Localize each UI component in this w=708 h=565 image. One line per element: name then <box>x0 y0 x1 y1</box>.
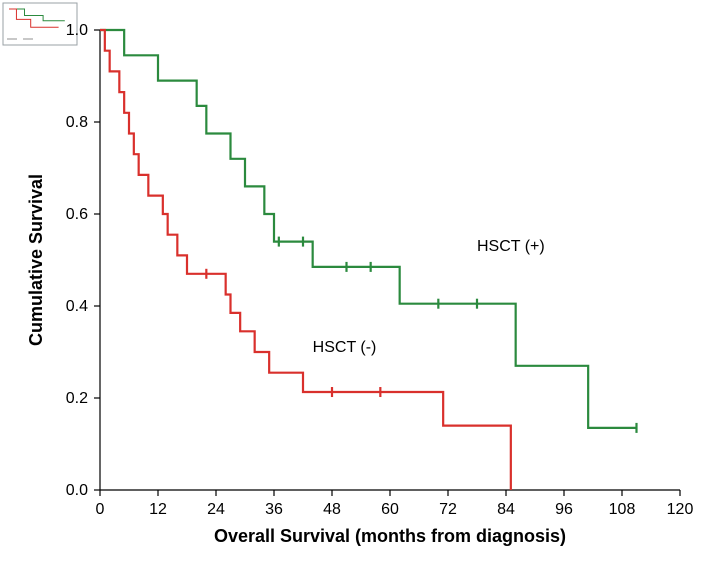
x-tick-label: 120 <box>667 501 694 518</box>
y-tick-label: 0.8 <box>66 114 88 131</box>
y-tick-label: 1.0 <box>66 22 88 39</box>
x-tick-label: 84 <box>497 501 515 518</box>
x-tick-label: 60 <box>381 501 399 518</box>
y-tick-label: 0.4 <box>66 298 88 315</box>
series-label: HSCT (+) <box>477 238 545 255</box>
x-tick-label: 48 <box>323 501 341 518</box>
series-label: HSCT (-) <box>313 339 377 356</box>
x-tick-label: 12 <box>149 501 167 518</box>
x-tick-label: 96 <box>555 501 573 518</box>
y-tick-label: 0.0 <box>66 482 88 499</box>
x-axis-label: Overall Survival (months from diagnosis) <box>214 526 566 546</box>
y-tick-label: 0.6 <box>66 206 88 223</box>
x-tick-label: 36 <box>265 501 283 518</box>
x-tick-label: 108 <box>609 501 636 518</box>
y-axis-label: Cumulative Survival <box>26 174 46 346</box>
x-tick-label: 0 <box>96 501 105 518</box>
survival-chart: 0 12 24 36 48 60 72 84 96 108 120 0.0 0.2 0.4 0.6 0.8 1.… <box>0 0 708 565</box>
x-tick-label: 72 <box>439 501 457 518</box>
x-tick-label: 24 <box>207 501 225 518</box>
y-tick-label: 0.2 <box>66 390 88 407</box>
chart-svg: 0 12 24 36 48 60 72 84 96 108 120 0.0 0.2 0.4 0.6 0.8 1.… <box>0 0 708 565</box>
